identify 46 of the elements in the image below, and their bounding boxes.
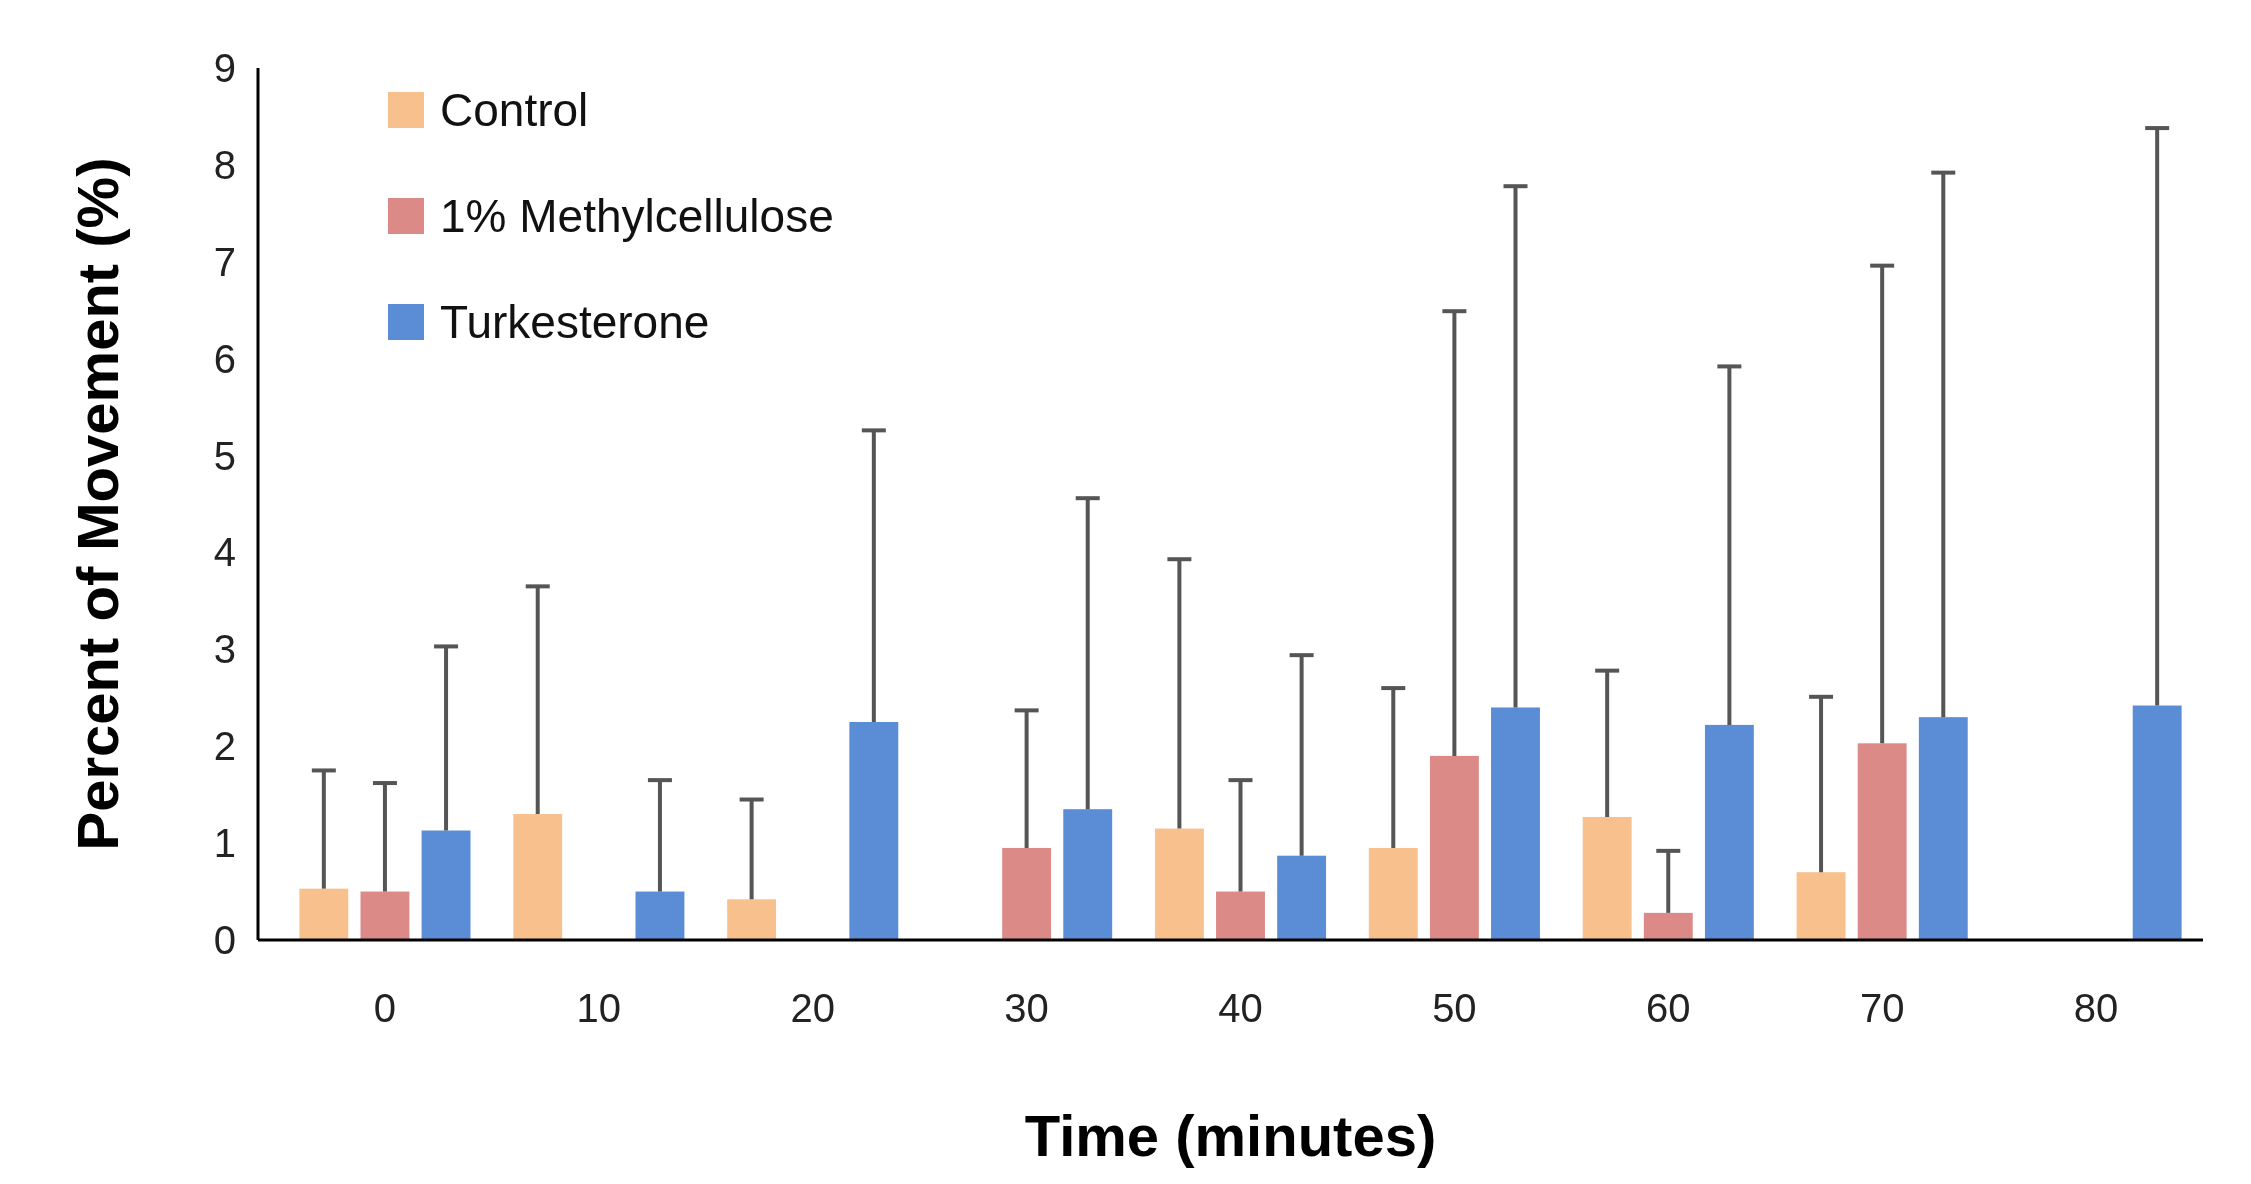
x-axis-title: Time (minutes)	[1024, 1103, 1437, 1168]
x-tick-label: 70	[1859, 986, 1905, 1030]
y-tick-label: 7	[213, 239, 236, 284]
x-tick-label: 10	[576, 986, 622, 1030]
y-tick-label: 9	[213, 46, 236, 90]
legend-label: 1% Methylcellulose	[440, 190, 834, 243]
bar	[1002, 847, 1052, 940]
bar	[1154, 828, 1204, 940]
bar	[1582, 816, 1632, 940]
x-tick-label: 30	[1004, 986, 1049, 1030]
bar	[727, 899, 777, 940]
bar	[1277, 855, 1327, 940]
bar	[360, 891, 410, 940]
bar	[1368, 847, 1418, 940]
y-tick-label: 3	[213, 627, 236, 672]
x-tick-label: 60	[1646, 986, 1691, 1030]
x-tick-label: 40	[1218, 986, 1263, 1030]
bar	[1918, 717, 1968, 940]
y-tick-label: 2	[213, 724, 236, 769]
bar	[1643, 912, 1693, 940]
bar	[421, 830, 471, 940]
y-tick-label: 6	[213, 336, 236, 381]
bar	[849, 722, 899, 940]
bar	[1063, 809, 1113, 940]
legend-label: Control	[440, 84, 589, 137]
x-tick-label: 80	[2073, 986, 2119, 1030]
bar	[635, 891, 685, 940]
bar	[1796, 872, 1846, 940]
x-tick-label: 20	[790, 986, 835, 1030]
bar	[1857, 743, 1907, 940]
bar	[299, 888, 349, 940]
y-tick-label: 5	[213, 433, 236, 478]
bar	[2132, 705, 2182, 940]
x-tick-label: 0	[373, 986, 397, 1030]
bar	[1491, 707, 1540, 940]
y-tick-label: 0	[213, 918, 236, 962]
bar	[1429, 755, 1479, 940]
bar	[513, 814, 563, 940]
y-axis-title: Percent of Movement (%)	[65, 157, 130, 851]
legend-label: Turkesterone	[440, 296, 710, 349]
y-tick-label: 4	[213, 530, 236, 575]
bar	[1704, 724, 1754, 940]
x-tick-label: 50	[1432, 986, 1477, 1030]
bar	[1216, 891, 1265, 940]
y-tick-label: 1	[213, 821, 236, 866]
y-tick-label: 8	[213, 142, 236, 187]
